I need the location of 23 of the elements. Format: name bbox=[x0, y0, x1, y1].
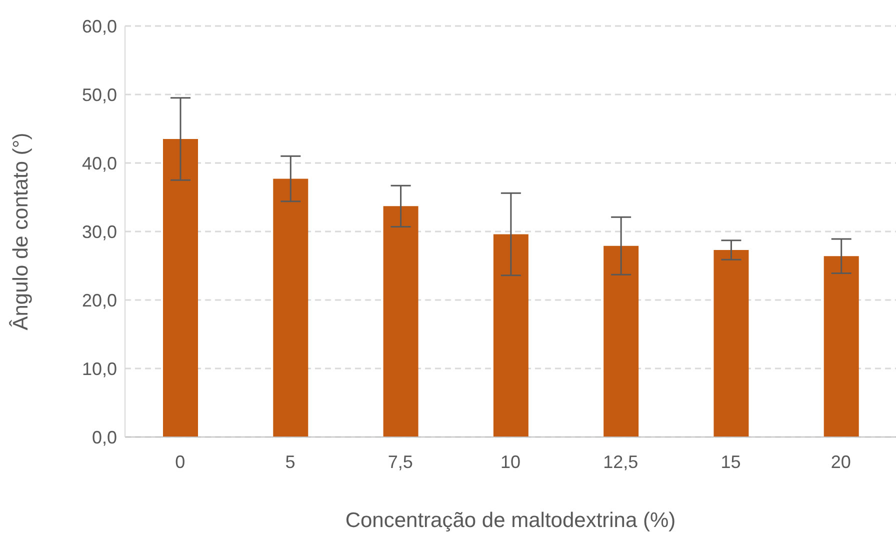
x-tick-label: 15 bbox=[720, 452, 741, 472]
y-tick-label: 0,0 bbox=[92, 427, 117, 448]
bar bbox=[714, 250, 749, 437]
y-axis-title: Ângulo de contato (°) bbox=[8, 132, 32, 330]
bar bbox=[273, 178, 308, 437]
x-axis-title: Concentração de maltodextrina (%) bbox=[345, 509, 676, 532]
y-tick-label: 40,0 bbox=[82, 153, 117, 174]
bar bbox=[604, 246, 639, 437]
y-tick-label: 30,0 bbox=[82, 222, 117, 242]
bar bbox=[383, 206, 418, 437]
x-tick-label: 12,5 bbox=[603, 452, 638, 472]
x-tick-label: 7,5 bbox=[388, 452, 413, 472]
y-tick-label: 60,0 bbox=[82, 16, 117, 36]
y-tick-label: 10,0 bbox=[82, 358, 117, 379]
x-tick-label: 10 bbox=[500, 452, 521, 472]
bar bbox=[163, 139, 198, 437]
x-tick-label: 0 bbox=[175, 452, 186, 472]
bar bbox=[824, 256, 859, 437]
y-tick-label: 20,0 bbox=[82, 290, 117, 310]
y-tick-label: 50,0 bbox=[82, 84, 117, 105]
x-tick-label: 20 bbox=[830, 452, 851, 472]
bar bbox=[493, 234, 528, 437]
x-tick-label: 5 bbox=[285, 452, 296, 472]
